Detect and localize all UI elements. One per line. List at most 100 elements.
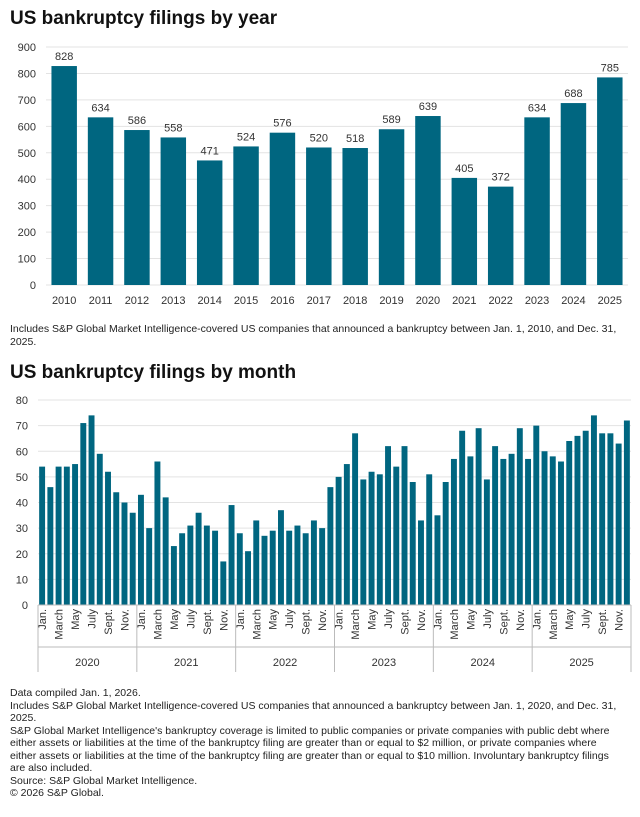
- bar-2021-8: [195, 512, 202, 605]
- bar-2023-4: [360, 479, 367, 605]
- data-label: 589: [382, 114, 400, 126]
- month-label: Jan.: [432, 609, 444, 630]
- bar-2022-6: [278, 510, 284, 605]
- bar-2020-11: [121, 502, 128, 605]
- month-label: Jan.: [235, 609, 247, 630]
- bar-2013: [160, 137, 187, 285]
- bar-2025-7: [582, 430, 589, 605]
- bar-2025: [597, 77, 623, 286]
- x-tick-label: 2020: [416, 295, 440, 307]
- bar-2023-6: [376, 474, 383, 605]
- bar-2020-6: [80, 423, 87, 605]
- bar-2021-12: [228, 505, 235, 605]
- data-label: 518: [346, 133, 364, 145]
- y-tick-label: 10: [16, 574, 28, 586]
- year-label: 2020: [75, 657, 99, 669]
- data-label: 785: [601, 62, 619, 74]
- month-label: Sept.: [202, 609, 214, 635]
- month-label: May: [268, 609, 280, 630]
- year-label: 2024: [471, 657, 495, 669]
- month-label: May: [70, 609, 82, 630]
- bar-2022-10: [310, 520, 317, 605]
- bar-2020-12: [129, 512, 136, 605]
- month-label: July: [185, 609, 197, 629]
- bar-2025-10: [607, 433, 614, 605]
- bar-2024-12: [525, 458, 532, 605]
- note-coverage: Includes S&P Global Market Intelligence-…: [10, 699, 617, 725]
- bar-2024-3: [450, 458, 457, 605]
- bar-2024-7: [483, 479, 490, 605]
- data-label: 372: [492, 172, 510, 184]
- x-tick-label: 2018: [343, 295, 367, 307]
- x-tick-label: 2021: [452, 295, 476, 307]
- month-label: July: [284, 609, 296, 629]
- x-tick-label: 2010: [52, 295, 76, 307]
- yearly-footnote: Includes S&P Global Market Intelligence-…: [10, 323, 617, 348]
- y-tick-label: 700: [18, 95, 36, 107]
- bar-2024-2: [442, 482, 449, 605]
- bar-2023-11: [418, 520, 424, 605]
- data-label: 405: [455, 163, 473, 175]
- data-label: 471: [201, 145, 219, 157]
- y-tick-label: 100: [18, 254, 36, 266]
- bar-2022-2: [245, 551, 251, 605]
- bar-2023-9: [401, 446, 408, 605]
- bar-2025-5: [566, 441, 573, 605]
- month-label: March: [449, 609, 461, 640]
- bar-2022-5: [269, 530, 276, 605]
- data-label: 634: [91, 102, 109, 114]
- bar-2022-11: [319, 528, 326, 605]
- bar-2012: [124, 130, 150, 285]
- bar-2024-10: [508, 453, 515, 605]
- y-tick-label: 80: [16, 395, 28, 407]
- month-label: Nov.: [218, 609, 230, 631]
- month-label: Sept.: [597, 609, 609, 635]
- x-tick-label: 2012: [125, 295, 149, 307]
- month-label: July: [87, 609, 99, 629]
- month-label: July: [482, 609, 494, 629]
- y-tick-label: 400: [18, 174, 36, 186]
- bar-2021-4: [162, 497, 169, 605]
- data-label: 634: [528, 102, 546, 114]
- month-label: Sept.: [400, 609, 412, 635]
- yearly-chart: 0 100 200 300 400 500 600 700 800 900 828 2010 634 20…: [18, 42, 628, 307]
- x-tick-label: 2015: [234, 295, 258, 307]
- note-compiled: Data compiled Jan. 1, 2026.: [10, 687, 141, 699]
- y-tick-label: 30: [16, 523, 28, 535]
- bar-2020-7: [88, 415, 95, 605]
- bar-2019: [378, 129, 405, 285]
- bar-2023-2: [343, 464, 350, 605]
- x-tick-label: 2011: [89, 295, 113, 307]
- y-tick-label: 0: [30, 280, 36, 292]
- data-label: 520: [310, 132, 328, 144]
- y-tick-label: 50: [16, 472, 28, 484]
- data-label: 586: [128, 115, 146, 127]
- y-tick-label: 900: [18, 42, 36, 54]
- bar-2024: [560, 103, 587, 285]
- bar-2022-3: [253, 520, 260, 605]
- month-label: Nov.: [317, 609, 329, 631]
- x-tick-label: 2016: [270, 295, 294, 307]
- bar-2014: [196, 160, 223, 285]
- x-tick-label: 2022: [488, 295, 512, 307]
- month-label: Nov.: [416, 609, 428, 631]
- bar-2010: [51, 66, 77, 285]
- bar-2025-2: [541, 451, 548, 605]
- note-criteria: S&P Global Market Intelligence's bankrup…: [10, 724, 610, 775]
- bar-2025-1: [533, 425, 540, 605]
- bar-2024-11: [516, 428, 523, 605]
- month-label: Nov.: [119, 609, 131, 631]
- bar-2023-1: [335, 476, 342, 605]
- data-label: 524: [237, 131, 255, 143]
- y-tick-label: 40: [16, 498, 28, 510]
- y-tick-label: 600: [18, 121, 36, 133]
- month-label: Jan.: [334, 609, 346, 630]
- data-label: 688: [564, 88, 582, 100]
- month-label: March: [548, 609, 560, 640]
- month-label: Jan.: [136, 609, 148, 630]
- month-label: Jan.: [531, 609, 543, 630]
- bar-2020-8: [96, 453, 103, 605]
- x-tick-label: 2023: [525, 295, 549, 307]
- x-tick-label: 2013: [161, 295, 185, 307]
- bar-2015: [233, 146, 259, 285]
